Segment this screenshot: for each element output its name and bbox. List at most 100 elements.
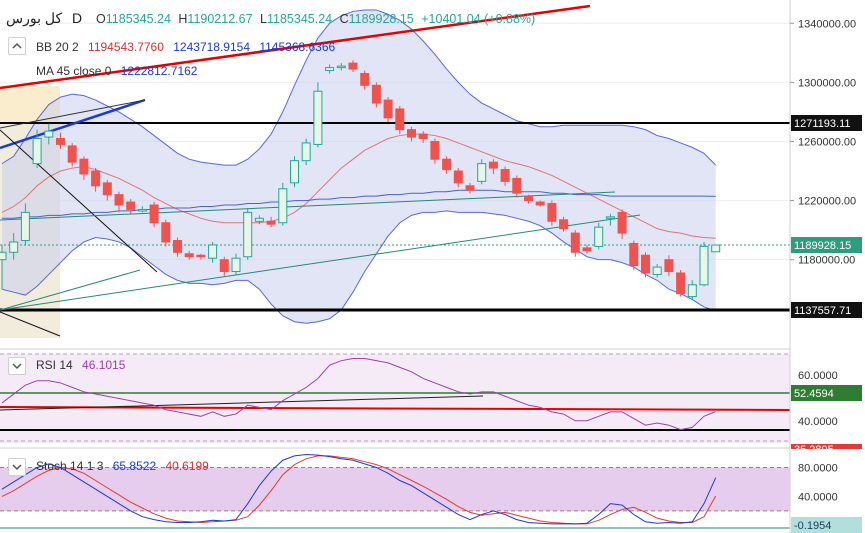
stoch-k-line [1, 453, 717, 525]
candle-body [442, 158, 452, 171]
stoch-label: Stoch 14 1 3 [36, 459, 104, 473]
price-tick-label: 1180000.00 [798, 255, 855, 267]
bb-label: BB 20 2 [36, 40, 79, 54]
candle-body [208, 244, 218, 259]
candle-body [219, 259, 229, 273]
candle-body [699, 245, 709, 286]
candle-body [9, 241, 19, 253]
main-price-pane [0, 4, 790, 338]
rsi-pane [0, 348, 865, 443]
candle-body [184, 253, 194, 258]
rsi-label: RSI 14 [36, 358, 73, 372]
candle-body [582, 247, 592, 252]
bb-upper-value: 1243718.9154 [173, 40, 250, 54]
channel-line-left [0, 269, 141, 311]
candle-body [500, 169, 510, 182]
stoch-collapse-button[interactable] [8, 458, 26, 476]
ma45-line [2, 189, 716, 219]
candle-body [418, 133, 428, 140]
high-label: H [178, 12, 188, 26]
price-tag-lower-bg [791, 302, 862, 318]
candle-body [196, 254, 206, 258]
rsi-trend-black [0, 395, 484, 411]
ma-legend[interactable]: MA 45 close 0 1222812.7162 [36, 64, 203, 78]
open-label: O [96, 12, 106, 26]
candle-body [453, 170, 463, 184]
rsi-tag-level: 52.4594 [794, 388, 834, 400]
candle-body [278, 188, 288, 224]
candle-body [641, 254, 650, 274]
trend-line-red [0, 4, 591, 90]
price-tag-lower: 1137557.71 [794, 305, 851, 317]
candle-body [407, 129, 416, 138]
low-label: L [260, 12, 267, 26]
candle-body [325, 67, 335, 72]
symbol-name[interactable]: کل بورس [6, 10, 63, 26]
price-tag-current-bg [791, 237, 862, 254]
low-value: 1185345.24 [266, 12, 333, 26]
trend-line-blue [0, 98, 146, 150]
rsi-legend[interactable]: RSI 14 46.1015 [36, 358, 131, 372]
rsi-trend-red [0, 406, 791, 411]
candle-body [126, 201, 136, 210]
bb-band-fill [2, 9, 716, 324]
candle-body [465, 185, 475, 191]
candle-body [102, 182, 112, 196]
candle-body [91, 170, 101, 187]
candle-body [395, 108, 405, 131]
stoch-k-value: 65.8522 [112, 459, 157, 473]
symbol-header: کل بورس D O1185345.24 H1190212.67 L11853… [6, 10, 541, 27]
symbol-interval[interactable]: D [72, 10, 83, 26]
rsi-tick-label: 40.0000 [798, 416, 838, 428]
candle-body [137, 208, 147, 212]
candle-body [605, 216, 615, 219]
price-tick-label: 1260000.00 [798, 136, 856, 148]
candle-body [243, 211, 253, 258]
high-value: 1190212.67 [187, 12, 253, 26]
rsi-tag-bottom: 35.2895 [794, 444, 834, 456]
candle-body [711, 244, 721, 253]
candle-body [348, 62, 358, 70]
rsi-collapse-button[interactable] [8, 357, 26, 375]
candle-body [617, 211, 627, 234]
ma-value: 1222812.7162 [120, 64, 198, 78]
candle-body [371, 84, 381, 104]
candle-body [430, 140, 440, 160]
stoch-d-line [1, 455, 717, 525]
channel-line-lower [0, 214, 641, 311]
collapse-legend-button[interactable] [8, 37, 26, 55]
candle-body [67, 145, 77, 163]
rsi-tag-bottom-bg [791, 444, 862, 449]
price-tag-upper: 1271193.11 [794, 118, 850, 130]
chevron-up-icon [12, 42, 22, 49]
candle-body [559, 219, 569, 230]
rsi-value: 46.1015 [82, 358, 126, 372]
candle-body [231, 257, 241, 273]
candle-body [161, 222, 171, 243]
close-label: C [339, 12, 349, 26]
stoch-legend[interactable]: Stoch 14 1 3 65.8522 40.6199 [36, 459, 215, 473]
bb-lower-line [1, 210, 716, 324]
candle-body [301, 142, 311, 162]
bb-lower-value: 1145368.6366 [259, 40, 336, 54]
candle-body [664, 259, 674, 273]
stoch-tag-bottom-bg [791, 517, 862, 533]
price-axis[interactable]: 1340000.00 1300000.00 1260000.00 1220000.00… [789, 0, 865, 533]
candle-body [254, 217, 264, 222]
candle-body [488, 161, 498, 169]
stoch-tick-label: 40.0000 [798, 491, 838, 503]
candle-body [547, 203, 557, 222]
candle-body [56, 138, 65, 145]
candle-body [383, 99, 393, 119]
bb-legend[interactable]: BB 20 2 1194543.7760 1243718.9154 114536… [36, 40, 341, 54]
open-value: 1185345.24 [105, 12, 171, 26]
candle-body [79, 158, 89, 175]
stoch-d-value: 40.6199 [165, 459, 209, 473]
stoch-tag-bottom: -0.1954 [794, 520, 831, 532]
candle-body [594, 226, 604, 247]
candle-body [20, 211, 30, 241]
candle-body [570, 232, 580, 253]
candle-body [524, 195, 533, 202]
